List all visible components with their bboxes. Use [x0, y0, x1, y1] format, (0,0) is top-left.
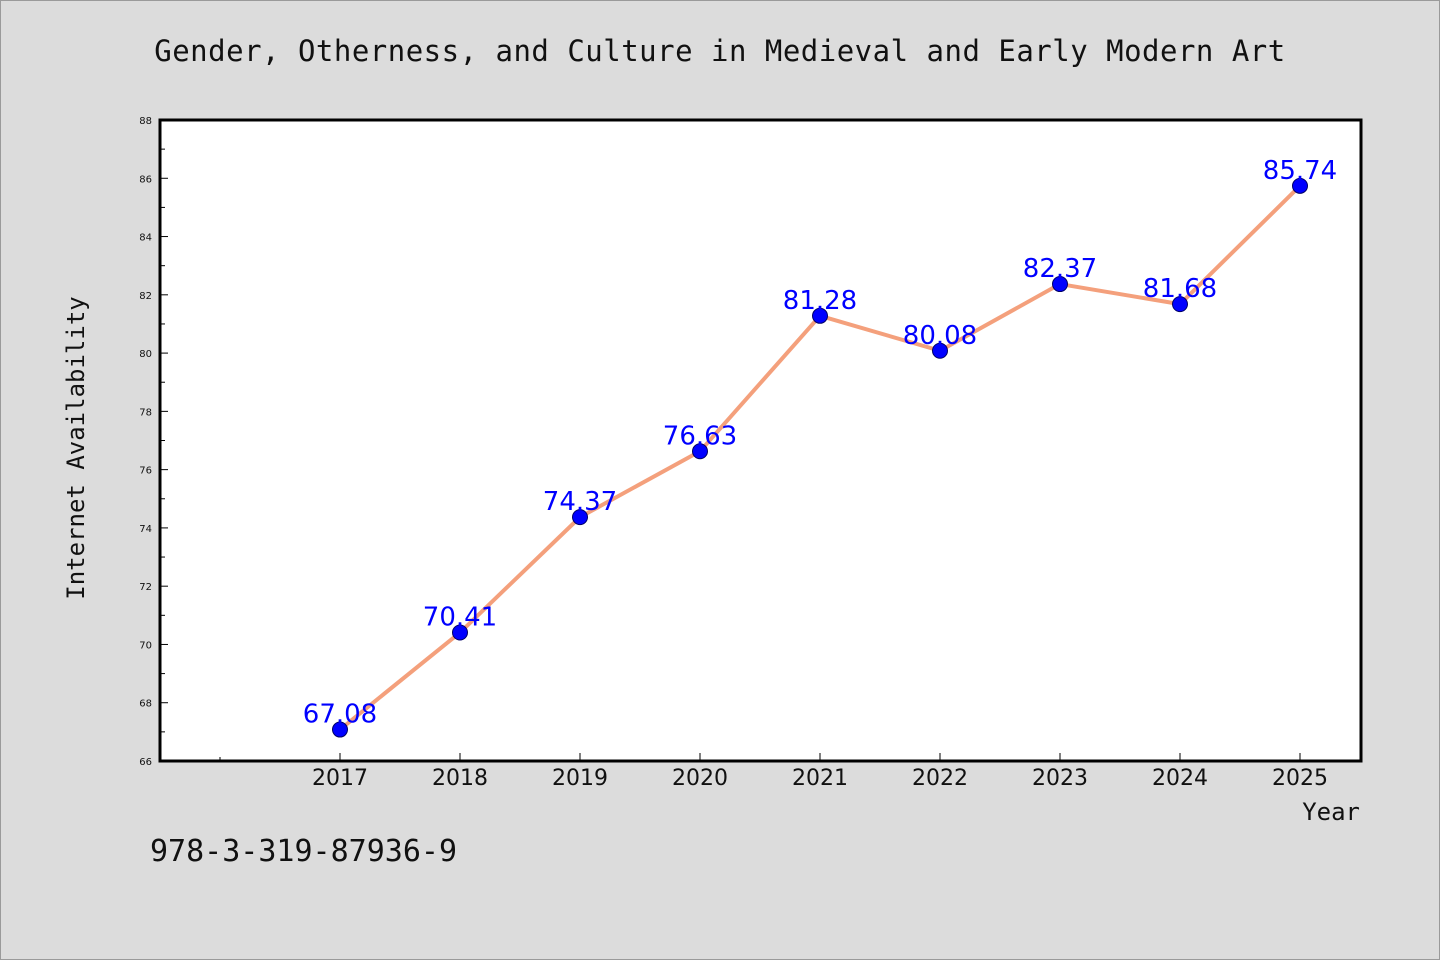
- y-tick-label: 76: [139, 466, 152, 477]
- series-layer: [332, 177, 1308, 738]
- x-tick-label: 2022: [912, 766, 968, 791]
- y-tick-label: 68: [139, 699, 152, 710]
- x-axis-ticks: 2017 2018 2019 2020 2021 2022 2023 2024 2025: [219, 753, 1328, 791]
- y-tick-label: 66: [139, 757, 152, 768]
- data-point: [692, 443, 708, 460]
- data-label: 70.41: [423, 603, 497, 633]
- y-tick-label: 82: [139, 291, 152, 302]
- data-point: [932, 342, 948, 359]
- data-point: [332, 721, 348, 738]
- x-tick-label: 2017: [312, 766, 368, 791]
- x-axis-label: Year: [1302, 798, 1360, 826]
- isbn-text: 978-3-319-87936-9: [150, 834, 458, 869]
- plot-area: [158, 118, 1363, 763]
- y-axis-label: Internet Availability: [62, 296, 90, 599]
- data-label: 76.63: [663, 421, 737, 451]
- x-tick-label: 2024: [1152, 766, 1208, 791]
- data-label: 67.08: [303, 700, 377, 730]
- y-tick-label: 80: [139, 349, 152, 360]
- data-label: 80.08: [903, 321, 977, 351]
- x-tick-label: 2018: [432, 766, 488, 791]
- x-tick-label: 2023: [1032, 766, 1088, 791]
- x-tick-label: 2020: [672, 766, 728, 791]
- y-tick-label: 88: [139, 116, 152, 127]
- y-tick-label: 84: [139, 233, 152, 244]
- data-label: 81.28: [783, 286, 857, 316]
- y-tick-label: 78: [139, 407, 152, 418]
- y-tick-label: 86: [139, 174, 152, 185]
- data-point: [1052, 276, 1068, 293]
- data-point: [572, 509, 588, 526]
- data-point: [812, 307, 828, 324]
- data-point: [1292, 177, 1308, 194]
- data-point: [452, 624, 468, 641]
- x-tick-label: 2019: [552, 766, 608, 791]
- data-label: 81.68: [1143, 274, 1217, 304]
- data-label: 85.74: [1263, 156, 1337, 186]
- chart-title: Gender, Otherness, and Culture in Mediev…: [154, 34, 1286, 68]
- y-tick-label: 70: [139, 640, 152, 651]
- data-label: 74.37: [543, 487, 617, 517]
- x-tick-label: 2025: [1272, 766, 1328, 791]
- data-label: 82.37: [1023, 254, 1097, 284]
- y-axis-ticks: 66 68 70 72 74 76 78 80 82 84 86 88: [139, 116, 168, 768]
- x-tick-label: 2021: [792, 766, 848, 791]
- y-tick-label: 72: [139, 582, 152, 593]
- data-labels: 67.08 70.41 74.37 76.63 81.28 80.08 82.37 81.68…: [303, 156, 1337, 730]
- data-point: [1172, 296, 1188, 313]
- y-tick-label: 74: [139, 524, 152, 535]
